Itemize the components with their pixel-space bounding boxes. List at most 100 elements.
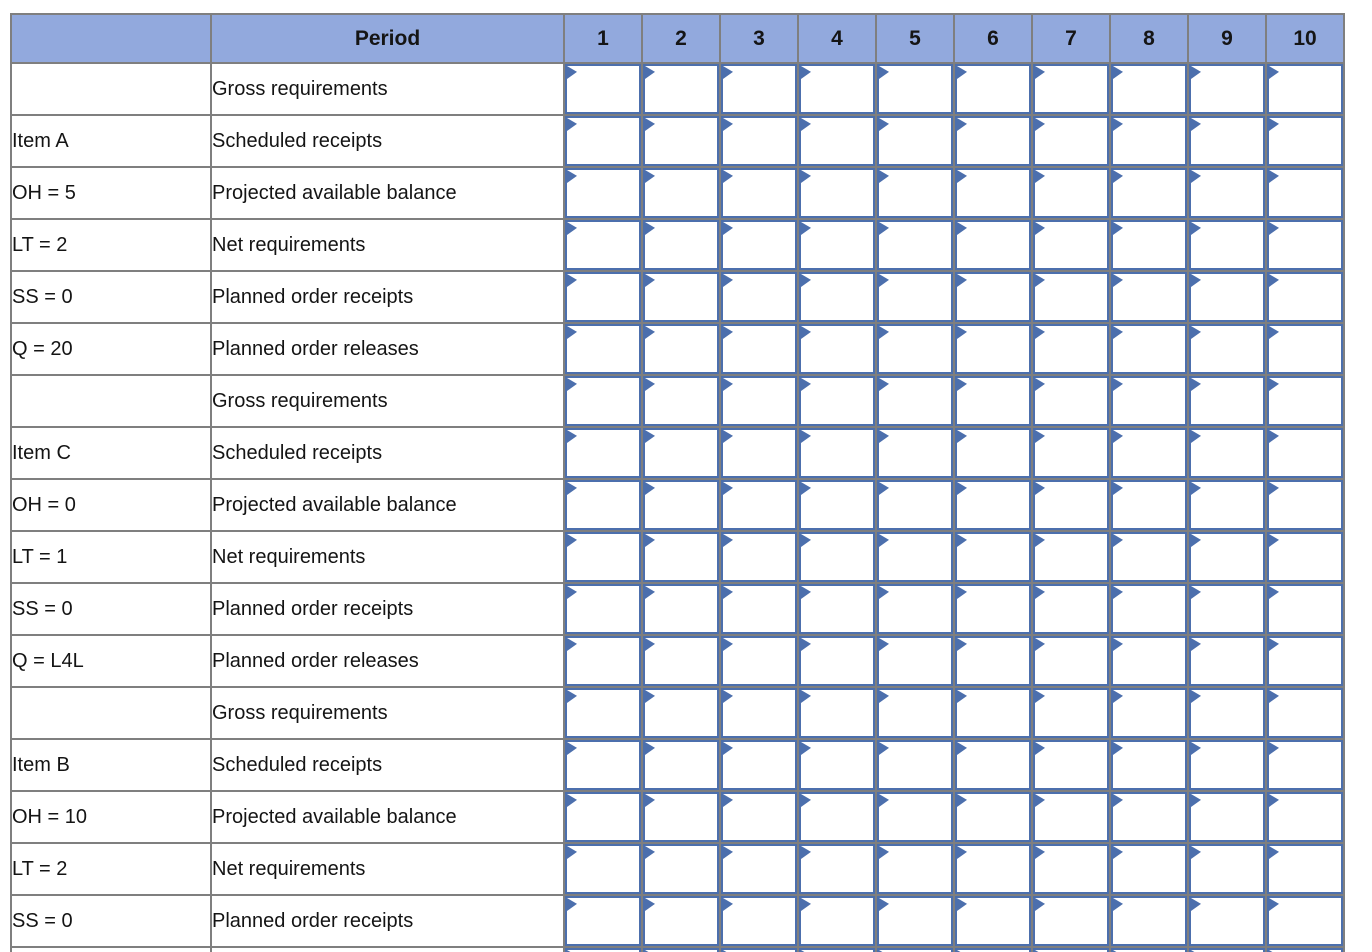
entry-field[interactable] (643, 376, 719, 426)
entry-field[interactable] (877, 948, 953, 952)
entry-field[interactable] (799, 116, 875, 166)
entry-field[interactable] (565, 220, 641, 270)
entry-field[interactable] (1189, 896, 1265, 946)
entry-field[interactable] (1111, 740, 1187, 790)
entry-field[interactable] (721, 792, 797, 842)
entry-field[interactable] (1189, 740, 1265, 790)
entry-field[interactable] (1033, 948, 1109, 952)
entry-field[interactable] (565, 636, 641, 686)
entry-field[interactable] (1189, 376, 1265, 426)
entry-field[interactable] (643, 324, 719, 374)
entry-field[interactable] (1189, 116, 1265, 166)
entry-field[interactable] (1189, 272, 1265, 322)
entry-field[interactable] (1111, 428, 1187, 478)
entry-field[interactable] (721, 740, 797, 790)
entry-field[interactable] (799, 584, 875, 634)
entry-field[interactable] (799, 792, 875, 842)
entry-field[interactable] (643, 480, 719, 530)
entry-field[interactable] (565, 428, 641, 478)
entry-field[interactable] (565, 740, 641, 790)
entry-field[interactable] (1189, 480, 1265, 530)
entry-field[interactable] (643, 948, 719, 952)
entry-field[interactable] (1111, 116, 1187, 166)
entry-field[interactable] (1111, 272, 1187, 322)
entry-field[interactable] (955, 636, 1031, 686)
entry-field[interactable] (565, 948, 641, 952)
entry-field[interactable] (1267, 740, 1343, 790)
entry-field[interactable] (1033, 220, 1109, 270)
entry-field[interactable] (1033, 636, 1109, 686)
entry-field[interactable] (877, 584, 953, 634)
entry-field[interactable] (1111, 220, 1187, 270)
entry-field[interactable] (1033, 168, 1109, 218)
entry-field[interactable] (1111, 948, 1187, 952)
entry-field[interactable] (1033, 844, 1109, 894)
entry-field[interactable] (1189, 792, 1265, 842)
entry-field[interactable] (1267, 792, 1343, 842)
entry-field[interactable] (721, 532, 797, 582)
entry-field[interactable] (721, 636, 797, 686)
entry-field[interactable] (643, 116, 719, 166)
entry-field[interactable] (721, 948, 797, 952)
entry-field[interactable] (799, 532, 875, 582)
entry-field[interactable] (565, 532, 641, 582)
entry-field[interactable] (1111, 376, 1187, 426)
entry-field[interactable] (1033, 532, 1109, 582)
entry-field[interactable] (877, 740, 953, 790)
entry-field[interactable] (1189, 64, 1265, 114)
entry-field[interactable] (565, 844, 641, 894)
entry-field[interactable] (799, 376, 875, 426)
entry-field[interactable] (955, 168, 1031, 218)
entry-field[interactable] (1111, 896, 1187, 946)
entry-field[interactable] (877, 480, 953, 530)
entry-field[interactable] (955, 896, 1031, 946)
entry-field[interactable] (1267, 480, 1343, 530)
entry-field[interactable] (643, 844, 719, 894)
entry-field[interactable] (1033, 324, 1109, 374)
entry-field[interactable] (955, 948, 1031, 952)
entry-field[interactable] (1267, 324, 1343, 374)
entry-field[interactable] (1189, 948, 1265, 952)
entry-field[interactable] (1267, 532, 1343, 582)
entry-field[interactable] (799, 324, 875, 374)
entry-field[interactable] (1111, 324, 1187, 374)
entry-field[interactable] (565, 168, 641, 218)
entry-field[interactable] (955, 532, 1031, 582)
entry-field[interactable] (1267, 376, 1343, 426)
entry-field[interactable] (877, 272, 953, 322)
entry-field[interactable] (799, 272, 875, 322)
entry-field[interactable] (877, 792, 953, 842)
entry-field[interactable] (565, 584, 641, 634)
entry-field[interactable] (1267, 896, 1343, 946)
entry-field[interactable] (955, 220, 1031, 270)
entry-field[interactable] (799, 896, 875, 946)
entry-field[interactable] (1111, 584, 1187, 634)
entry-field[interactable] (877, 168, 953, 218)
entry-field[interactable] (799, 948, 875, 952)
entry-field[interactable] (799, 844, 875, 894)
entry-field[interactable] (643, 532, 719, 582)
entry-field[interactable] (1267, 168, 1343, 218)
entry-field[interactable] (877, 376, 953, 426)
entry-field[interactable] (1033, 376, 1109, 426)
entry-field[interactable] (721, 220, 797, 270)
entry-field[interactable] (1189, 324, 1265, 374)
entry-field[interactable] (877, 636, 953, 686)
entry-field[interactable] (955, 324, 1031, 374)
entry-field[interactable] (721, 64, 797, 114)
entry-field[interactable] (1189, 428, 1265, 478)
entry-field[interactable] (955, 688, 1031, 738)
entry-field[interactable] (721, 116, 797, 166)
entry-field[interactable] (1267, 428, 1343, 478)
entry-field[interactable] (643, 792, 719, 842)
entry-field[interactable] (643, 428, 719, 478)
entry-field[interactable] (643, 220, 719, 270)
entry-field[interactable] (565, 116, 641, 166)
entry-field[interactable] (955, 740, 1031, 790)
entry-field[interactable] (1189, 168, 1265, 218)
entry-field[interactable] (721, 584, 797, 634)
entry-field[interactable] (877, 324, 953, 374)
entry-field[interactable] (1267, 220, 1343, 270)
entry-field[interactable] (1189, 636, 1265, 686)
entry-field[interactable] (799, 688, 875, 738)
